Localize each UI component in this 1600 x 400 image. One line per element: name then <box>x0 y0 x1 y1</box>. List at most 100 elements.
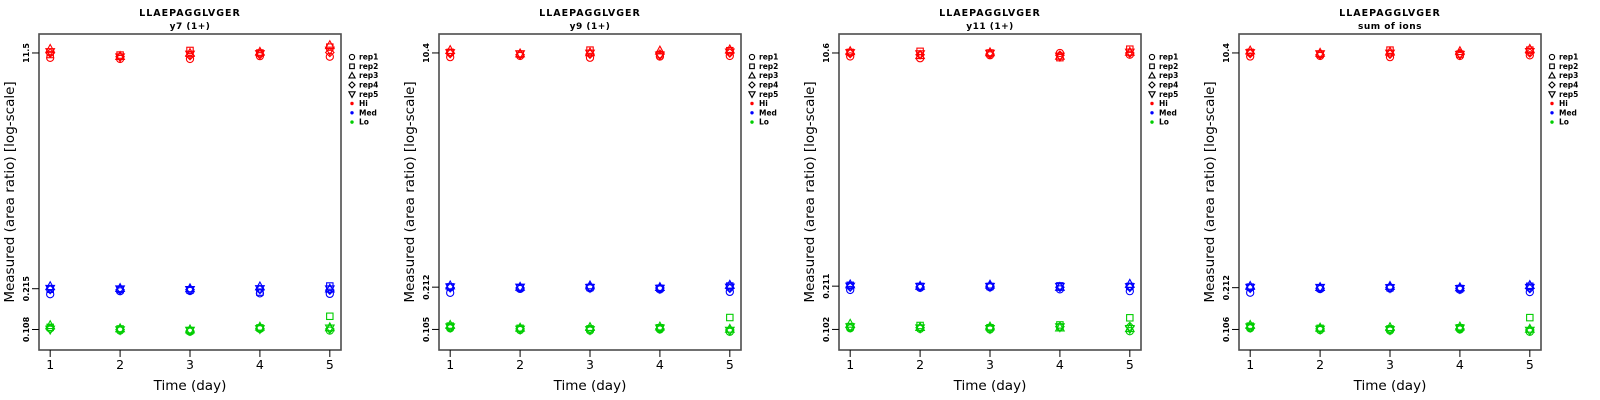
triangle-down-symbol <box>1314 325 1326 336</box>
square-symbol <box>726 313 734 322</box>
triangle-down-symbol <box>984 49 996 60</box>
triangle-up-symbol <box>914 321 926 331</box>
data-point <box>1314 325 1326 336</box>
legend-level-label: Med <box>759 108 777 117</box>
triangle-up-symbol <box>844 278 856 289</box>
data-point <box>114 53 126 63</box>
legend-dot <box>1550 111 1554 115</box>
legend-level-label: Hi <box>1159 99 1168 108</box>
triangle-up-symbol <box>184 47 196 57</box>
data-point <box>1454 45 1466 56</box>
triangle-down-symbol <box>1314 50 1326 60</box>
diamond-symbol <box>1454 48 1465 59</box>
square-symbol <box>349 63 355 70</box>
y-axis: 10.6 0.211 0.102 Measured (area ratio) [log… <box>802 43 839 342</box>
circle-symbol <box>585 53 595 62</box>
data-point <box>984 324 996 335</box>
legend-rep-label: rep4 <box>1159 81 1178 90</box>
circle-symbol <box>1246 52 1255 61</box>
triangle-down-symbol <box>724 326 736 337</box>
data-point <box>1124 48 1136 59</box>
legend-level-label: Lo <box>1159 118 1169 127</box>
data-point <box>1454 324 1466 334</box>
triangle-down-symbol <box>724 48 736 59</box>
triangle-down-symbol <box>1314 283 1326 294</box>
circle-symbol <box>725 51 734 61</box>
chart-subtitle: y11 (1+) <box>966 22 1014 32</box>
data-point <box>44 48 56 58</box>
data-point <box>324 285 336 295</box>
y-tick-label: 0.212 <box>1222 275 1231 300</box>
legend-level-label: Med <box>1159 108 1177 117</box>
data-point <box>1384 46 1396 56</box>
y-axis-title: Measured (area ratio) [log-scale] <box>1202 81 1218 302</box>
data-point <box>514 283 526 294</box>
x-axis: 1 2 3 4 5 Time (day) <box>846 350 1134 394</box>
panel-svg: LLAEPAGGLVGER y11 (1+) 10.6 0.211 0.102 Measu… <box>802 8 1178 394</box>
data-point <box>114 50 126 60</box>
triangle-down-symbol <box>254 285 266 295</box>
legend-dot <box>750 120 754 124</box>
triangle-down-symbol <box>1384 326 1396 336</box>
triangle-down-symbol <box>1384 284 1396 294</box>
panel-svg: LLAEPAGGLVGER sum of ions 10.4 0.212 0.106 Me… <box>1202 8 1578 394</box>
data-point <box>1244 283 1256 294</box>
data-point <box>724 283 736 294</box>
data-point <box>724 48 736 59</box>
circle-symbol <box>1148 53 1156 61</box>
legend-rep-label: rep5 <box>1559 90 1578 99</box>
triangle-down-symbol <box>984 282 996 293</box>
data-point <box>1524 326 1536 337</box>
triangle-down-symbol <box>444 49 456 59</box>
x-tick-label: 2 <box>1316 357 1324 372</box>
data-point <box>326 312 334 321</box>
legend-rep-label: rep5 <box>359 90 378 99</box>
data-points <box>444 43 736 337</box>
legend-rep-label: rep3 <box>1159 71 1178 80</box>
data-point <box>1246 52 1255 61</box>
data-point <box>254 285 266 295</box>
data-points <box>1244 43 1536 337</box>
triangle-down-symbol <box>184 285 196 296</box>
data-point <box>254 325 266 335</box>
triangle-down-symbol <box>114 53 126 63</box>
data-point <box>324 47 335 58</box>
diamond-symbol <box>654 49 665 60</box>
triangle-down-symbol <box>984 324 996 335</box>
data-point <box>914 282 926 293</box>
x-axis-title: Time (day) <box>553 378 627 394</box>
triangle-up-symbol <box>747 71 757 79</box>
data-point <box>444 279 456 290</box>
triangle-down-symbol <box>1454 284 1466 295</box>
chart-panel-1: LLAEPAGGLVGER y7 (1+) 11.5 0.215 0.108 Measur… <box>0 0 400 400</box>
x-tick-label: 4 <box>656 357 664 372</box>
data-point <box>844 318 856 328</box>
data-point <box>1384 326 1396 336</box>
data-point <box>1124 324 1136 335</box>
diamond-symbol <box>1548 81 1556 89</box>
data-point <box>1126 314 1134 322</box>
x-axis: 1 2 3 4 5 Time (day) <box>1246 350 1534 394</box>
triangle-down-symbol <box>254 50 266 60</box>
data-point <box>654 284 666 295</box>
y-axis-title: Measured (area ratio) [log-scale] <box>402 81 418 302</box>
x-tick-label: 1 <box>1246 357 1254 372</box>
legend-rep-label: rep2 <box>359 62 378 71</box>
legend-rep-label: rep5 <box>759 90 778 99</box>
data-point <box>324 324 336 335</box>
x-tick-label: 4 <box>1056 357 1064 372</box>
legend-rep-label: rep1 <box>1559 53 1578 62</box>
data-point <box>724 326 736 337</box>
square-symbol <box>326 312 334 321</box>
data-point <box>184 47 196 57</box>
triangle-down-symbol <box>44 325 56 336</box>
chart-subtitle: y9 (1+) <box>570 22 611 32</box>
circle-symbol <box>348 53 356 61</box>
y-tick-label: 0.215 <box>22 276 31 302</box>
legend-level-label: Lo <box>759 118 769 127</box>
chart-panel-3: LLAEPAGGLVGER y11 (1+) 10.6 0.211 0.102 Measu… <box>800 0 1200 400</box>
legend-rep-label: rep3 <box>1559 71 1578 80</box>
data-point <box>1384 49 1396 60</box>
triangle-down-symbol <box>1454 50 1466 61</box>
